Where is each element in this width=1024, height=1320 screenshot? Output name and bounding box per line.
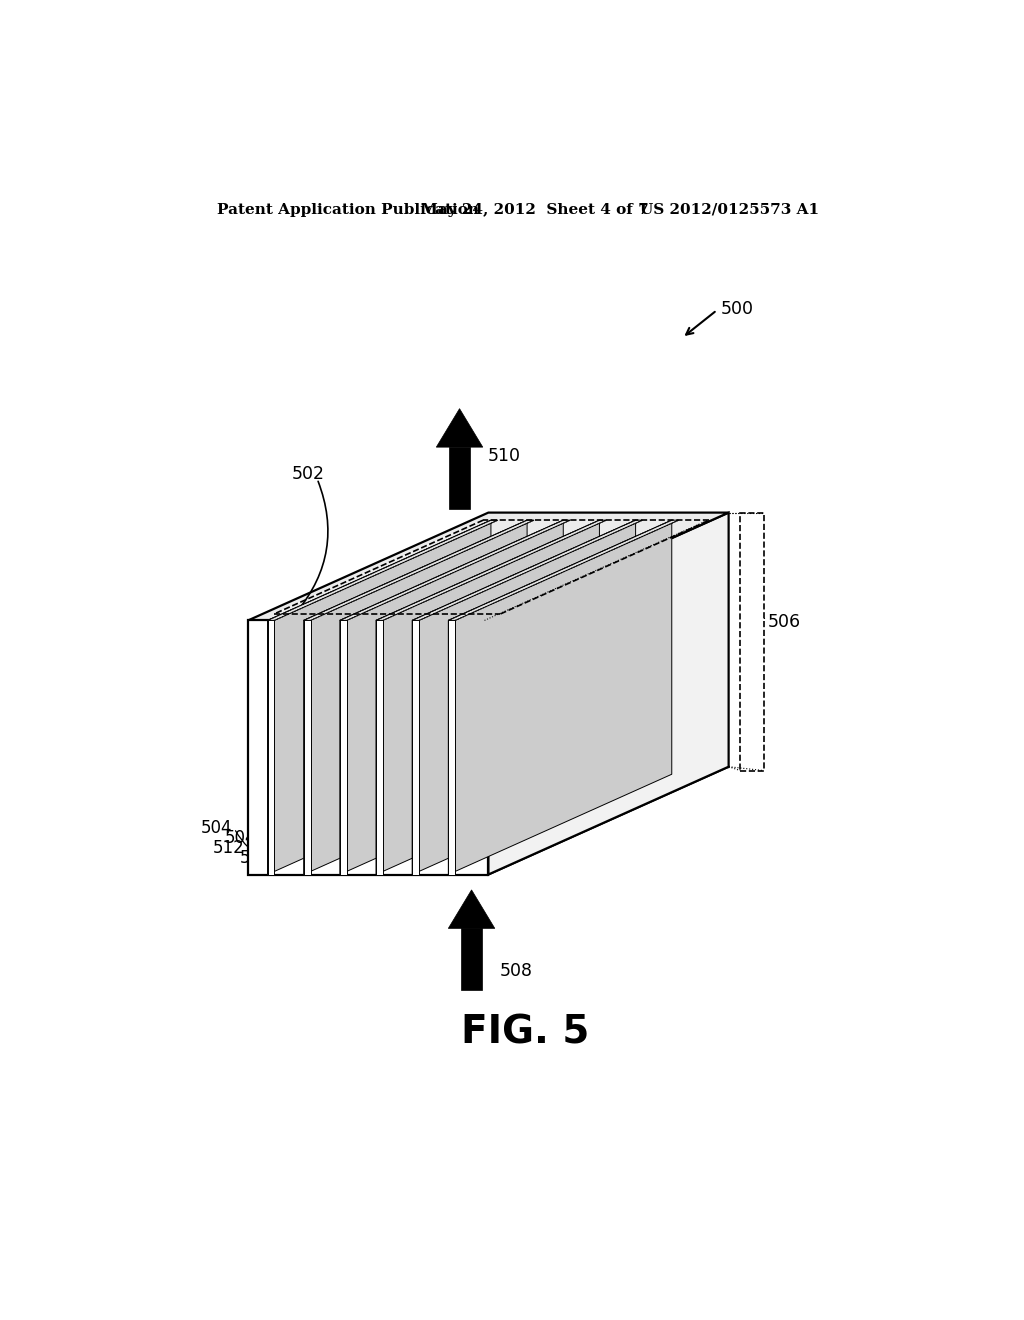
Polygon shape: [304, 520, 527, 875]
Polygon shape: [449, 620, 456, 875]
Text: 512: 512: [240, 849, 271, 866]
Text: 500: 500: [721, 300, 754, 318]
Text: 504: 504: [259, 840, 291, 858]
Polygon shape: [376, 620, 383, 875]
Polygon shape: [413, 620, 419, 875]
Polygon shape: [340, 520, 563, 875]
Polygon shape: [488, 512, 729, 875]
Text: US 2012/0125573 A1: US 2012/0125573 A1: [640, 203, 818, 216]
Polygon shape: [248, 620, 488, 875]
Text: FIG. 5: FIG. 5: [461, 1014, 589, 1051]
Text: Patent Application Publication: Patent Application Publication: [217, 203, 479, 216]
Polygon shape: [449, 890, 495, 928]
Polygon shape: [340, 620, 347, 875]
Polygon shape: [340, 520, 570, 620]
Polygon shape: [413, 520, 636, 875]
Polygon shape: [449, 520, 679, 620]
Text: 508: 508: [500, 962, 532, 979]
Polygon shape: [304, 620, 310, 875]
Polygon shape: [267, 520, 490, 875]
Polygon shape: [450, 447, 470, 508]
Polygon shape: [248, 512, 729, 620]
Text: May 24, 2012  Sheet 4 of 7: May 24, 2012 Sheet 4 of 7: [421, 203, 648, 216]
Polygon shape: [413, 520, 643, 620]
Text: 504: 504: [201, 820, 232, 837]
Polygon shape: [462, 928, 481, 990]
Polygon shape: [436, 409, 482, 447]
Polygon shape: [376, 520, 599, 875]
Text: 512: 512: [279, 859, 310, 878]
Text: 512: 512: [213, 838, 245, 857]
Polygon shape: [267, 620, 274, 875]
Polygon shape: [376, 520, 606, 620]
Text: 502: 502: [291, 465, 325, 483]
Polygon shape: [449, 520, 672, 875]
Polygon shape: [304, 520, 535, 620]
Polygon shape: [267, 520, 498, 620]
Text: 506: 506: [768, 614, 801, 631]
Text: 510: 510: [487, 447, 520, 466]
Text: 504: 504: [224, 829, 256, 846]
